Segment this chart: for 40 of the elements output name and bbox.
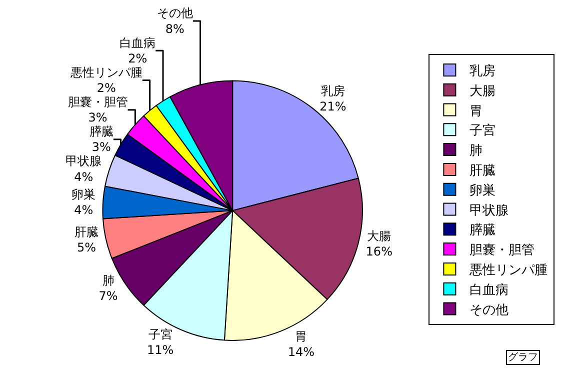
legend-label: 膵臓 [470,223,496,238]
data-label: 3% [88,110,108,125]
legend-label: 白血病 [470,282,509,298]
slice-label: その他 [156,6,193,20]
data-label: 11% [146,343,174,358]
legend-label: 卵巣 [470,183,496,198]
slice-label: 胃 [295,329,308,344]
legend-label: 乳房 [470,63,496,80]
slice-label: 甲状腺 [66,154,102,168]
data-label: 16% [366,244,392,259]
slice-label: 大腸 [367,228,392,243]
legend-label: 子宮 [470,122,496,139]
legend-label: 肝臓 [470,164,496,179]
slice-label: 悪性リンパ腫 [69,65,142,80]
slice-label: 肺 [102,273,114,288]
data-label: 5% [76,240,96,254]
slice-label: 胆嚢・胆管 [68,95,128,110]
legend-label: 胃 [470,104,483,119]
slice-label: 白血病 [120,36,156,50]
data-label: 4% [74,170,94,184]
legend-label: その他 [470,302,509,318]
slice-label: 子宮 [148,327,172,342]
data-label: 8% [165,22,184,36]
legend-label: 悪性リンパ腫 [468,263,548,278]
legend-label: 胆嚢・胆管 [470,243,535,258]
slice-label: 乳房 [320,84,345,98]
text: グラフ [508,352,538,363]
legend-label: 肺 [470,144,483,159]
data-label: 21% [320,100,346,114]
slice-label: 卵巣 [72,188,96,202]
legend-label: 大腸 [470,84,496,99]
slice-label: 肝臓 [74,224,98,239]
slice-label: 膵臓 [89,124,114,139]
data-label: 7% [98,289,118,304]
legend-label: 甲状腺 [470,203,509,218]
data-label: 4% [74,203,94,218]
data-label: 2% [128,51,148,66]
data-label: 14% [288,344,314,359]
data-label: 2% [96,81,116,96]
data-label: 3% [92,140,111,154]
